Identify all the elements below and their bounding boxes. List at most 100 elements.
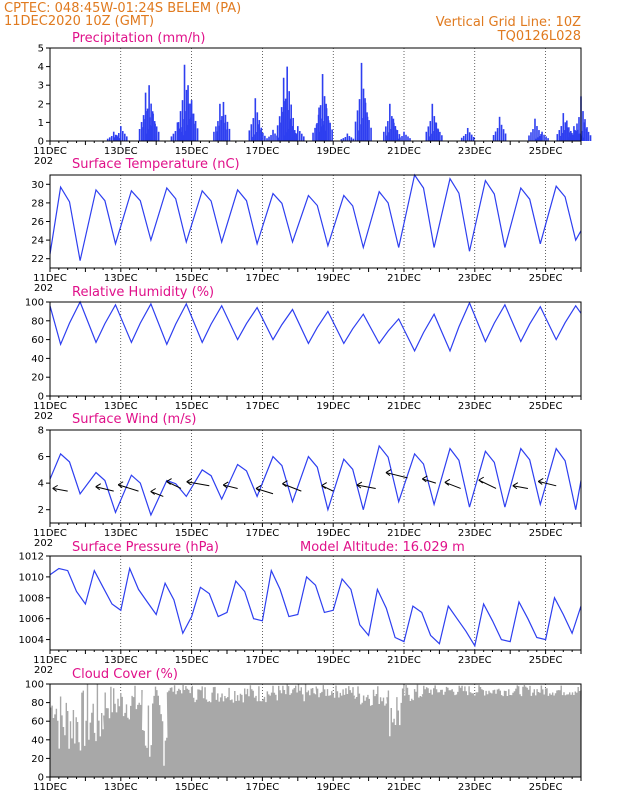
x-tick-label: 21DEC (387, 782, 421, 793)
y-tick-label: 100 (25, 680, 44, 691)
precip-bar (570, 138, 573, 141)
precip-bar (140, 122, 143, 141)
wind-vector-head (321, 482, 327, 489)
precip-bar (492, 135, 495, 141)
precip-bar (462, 135, 465, 141)
precip-bar (187, 85, 189, 141)
precip-bar (272, 129, 274, 141)
y-tick-label: 30 (31, 180, 44, 191)
x-tick-label: 19DEC (316, 273, 350, 284)
panel-wind: Surface Wind (m/s) 2 4 6 8 11DEC 13DEC 15DEC 17D… (33, 412, 582, 549)
wind-vector-head (52, 484, 58, 492)
rh-line (49, 300, 582, 353)
wind-vector-head (356, 481, 363, 489)
precip-bar (386, 135, 389, 141)
wind-vector-head (150, 488, 156, 495)
precip-bar (226, 121, 229, 141)
precip-bar (589, 135, 592, 141)
precip-bar (394, 126, 397, 141)
precip-bar (138, 129, 141, 141)
precip-bar (387, 121, 389, 141)
precip-bar (157, 131, 160, 141)
precip-bar (567, 137, 569, 141)
precip-bar (176, 122, 179, 141)
wind-vector (478, 479, 497, 489)
precip-bar (118, 133, 120, 141)
x-year-label-clipped: 202 (34, 156, 53, 167)
precip-bar (403, 131, 405, 141)
precip-bar (122, 131, 124, 141)
precip-bar (346, 133, 349, 141)
precip-bar (587, 131, 590, 141)
precip-bar (566, 120, 568, 141)
precip-bar (329, 122, 331, 141)
x-tick-label: 11DEC (33, 528, 67, 539)
precip-bar (266, 138, 268, 141)
panel-title-pressure: Surface Pressure (hPa) (72, 540, 219, 555)
precip-bar (190, 100, 193, 141)
x-tick-label: 25DEC (529, 528, 563, 539)
precip-bar (183, 64, 186, 141)
panel-title-cloud: Cloud Cover (%) (72, 667, 178, 682)
precip-bar (494, 131, 497, 141)
precip-bar (148, 85, 150, 141)
precip-bar (155, 126, 158, 141)
precip-bar (194, 120, 197, 141)
header-grid-note: Vertical Grid Line: 10Z (436, 15, 581, 30)
precip-bar (435, 122, 437, 141)
precip-bar (181, 100, 184, 141)
precip-bar (264, 135, 266, 141)
precip-bar (278, 116, 281, 141)
precip-bar (170, 136, 173, 141)
x-tick-label: 23DEC (458, 401, 492, 412)
precip-bar (541, 131, 543, 141)
precip-bar (396, 130, 399, 141)
precip-bar (466, 127, 469, 141)
precip-bar (364, 98, 366, 141)
precip-bar (360, 124, 362, 141)
precip-bar (391, 116, 393, 141)
precip-bar (287, 129, 290, 141)
precip-bar (350, 137, 353, 141)
wind-vector-head (421, 475, 428, 483)
y-tick-label: 3 (38, 81, 44, 92)
precip-bar (577, 136, 580, 141)
y-tick-label: 0 (38, 137, 44, 148)
x-tick-label: 21DEC (387, 655, 421, 666)
precip-bar (562, 132, 564, 141)
precip-bar (146, 111, 148, 141)
precip-bar (496, 128, 499, 141)
panel-pressure: Surface Pressure (hPa) Model Altitude: 16… (19, 540, 582, 676)
x-tick-label: 11DEC (33, 401, 67, 412)
precip-bar (383, 131, 385, 141)
precip-bar (570, 130, 572, 141)
precip-bar (280, 122, 282, 141)
x-tick-label: 17DEC (246, 401, 280, 412)
precip-bar (348, 136, 351, 141)
precip-bar (124, 133, 126, 141)
precip-bar (188, 119, 191, 141)
x-tick-label: 13DEC (104, 146, 138, 157)
wind-vector (186, 481, 210, 487)
precip-bar (295, 133, 297, 141)
precip-bar (498, 116, 501, 141)
precip-bar (216, 131, 219, 141)
x-tick-label: 19DEC (316, 146, 350, 157)
wind-vector (117, 484, 139, 492)
precip-bar (250, 124, 253, 141)
precip-bar (543, 134, 545, 141)
precip-bar (470, 134, 473, 141)
precip-bar (362, 88, 365, 141)
header-date: 11DEC2020 10Z (GMT) (4, 14, 154, 29)
precip-bar (184, 130, 187, 141)
precip-bar (254, 134, 256, 141)
precip-bar (291, 137, 293, 141)
precip-bar (464, 134, 467, 141)
precip-bar (558, 130, 561, 141)
precip-bar (399, 137, 401, 141)
precip-bar (429, 136, 431, 141)
precip-bar (149, 125, 152, 141)
precip-bar (539, 136, 541, 141)
precip-bar (289, 118, 292, 141)
